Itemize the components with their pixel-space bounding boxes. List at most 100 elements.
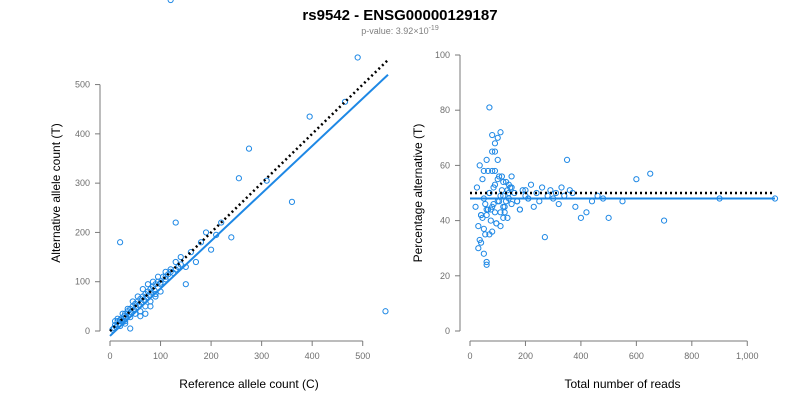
left-y-axis-label: Alternative allele count (T) [49,123,63,262]
left-data-point [177,253,184,261]
right-data-point [533,189,540,197]
right-y-tick-label: 0 [445,326,450,336]
left-fit-line [109,73,389,337]
right-data-point [504,187,511,194]
left-data-point [192,258,200,266]
right-data-point [480,225,487,232]
right-data-point [558,184,565,191]
right-data-point [494,156,501,163]
left-data-point [382,308,389,315]
right-y-tick-label: 80 [440,105,450,115]
right-data-point [476,236,483,244]
right-data-point [480,167,487,175]
left-data-point [124,305,131,312]
left-data-point [122,318,129,325]
left-x-tick-label: 200 [204,351,219,361]
p-value-label: p-value: 3.92×10-19 [361,25,439,36]
right-data-point [494,134,501,141]
right-y-tick-label: 40 [440,216,450,226]
right-data-point [482,200,489,208]
right-y-tick-label: 100 [435,50,450,60]
right-x-tick-label: 200 [518,351,533,361]
left-x-tick-label: 0 [107,351,112,361]
left-data-point [207,246,215,253]
right-x-tick-label: 0 [467,351,472,361]
right-data-point [486,104,493,111]
left-data-point [117,322,124,330]
right-data-point [541,234,548,241]
left-data-point [127,314,134,321]
right-data-point [494,176,501,183]
left-data-point [245,145,253,152]
right-data-point [516,206,524,213]
right-data-point [660,217,668,224]
right-data-point [480,250,487,257]
right-data-point [500,178,507,186]
right-data-point [479,214,486,221]
right-data-point [555,200,562,208]
left-data-point [139,286,146,293]
left-data-point [306,113,313,120]
right-x-tick-label: 1,000 [736,351,759,361]
left-y-tick-label: 500 [75,80,90,90]
right-data-point [479,176,486,183]
right-y-tick-label: 60 [440,160,450,170]
right-y-tick-label: 20 [440,271,450,281]
left-data-point [154,273,162,280]
right-x-axis-label: Total number of reads [564,377,680,391]
left-y-tick-label: 100 [75,277,90,287]
right-data-point [505,181,512,188]
right-data-point [489,228,496,235]
right-data-point [633,176,640,183]
right-data-point [473,184,481,191]
left-data-point [202,229,210,236]
right-data-point [489,148,496,155]
right-y-axis-label: Percentage alternative (T) [411,124,425,263]
right-data-point [475,245,482,252]
right-data-point [491,209,499,216]
left-data-point [218,219,225,226]
right-data-point [491,167,499,175]
left-x-axis-label: Reference allele count (C) [179,377,318,391]
right-x-tick-label: 400 [573,351,588,361]
right-data-point [538,184,546,191]
left-data-point [149,278,157,285]
left-data-point [114,315,121,322]
left-data-point [137,313,144,320]
right-data-point [577,214,585,221]
right-data-point [487,217,494,224]
right-data-point [497,129,504,136]
right-data-point [500,203,507,210]
right-data-point [519,187,526,194]
right-data-point [527,181,535,188]
right-data-point [489,203,496,210]
left-y-tick-label: 400 [75,129,90,139]
left-data-point [162,276,169,283]
panel-percentage-alternative: 0 20 40 60 80 100 0 200 400 600 800 1,000 Total numb… [411,50,779,391]
left-data-point [162,273,169,280]
left-data-point [134,293,141,300]
right-data-point [504,214,511,221]
left-y-tick-label: 300 [75,178,90,188]
right-x-tick-label: 800 [684,351,699,361]
left-reference-line [109,59,389,332]
left-x-tick-label: 400 [305,351,320,361]
left-data-point [127,325,134,332]
right-data-point [498,173,505,180]
right-data-point [472,203,479,210]
right-data-point [508,173,515,180]
right-data-point [493,220,500,227]
right-data-point [563,156,571,163]
left-data-point [341,98,349,105]
left-data-point [167,266,174,273]
right-data-point [475,223,482,230]
left-data-point [119,310,126,317]
right-data-point [489,167,496,175]
left-data-point [228,234,235,241]
right-data-point [497,223,504,230]
right-data-point [501,209,508,216]
left-data-point [152,290,159,298]
left-data-point [142,310,149,317]
right-x-tick-label: 600 [629,351,644,361]
left-data-point [117,239,124,246]
